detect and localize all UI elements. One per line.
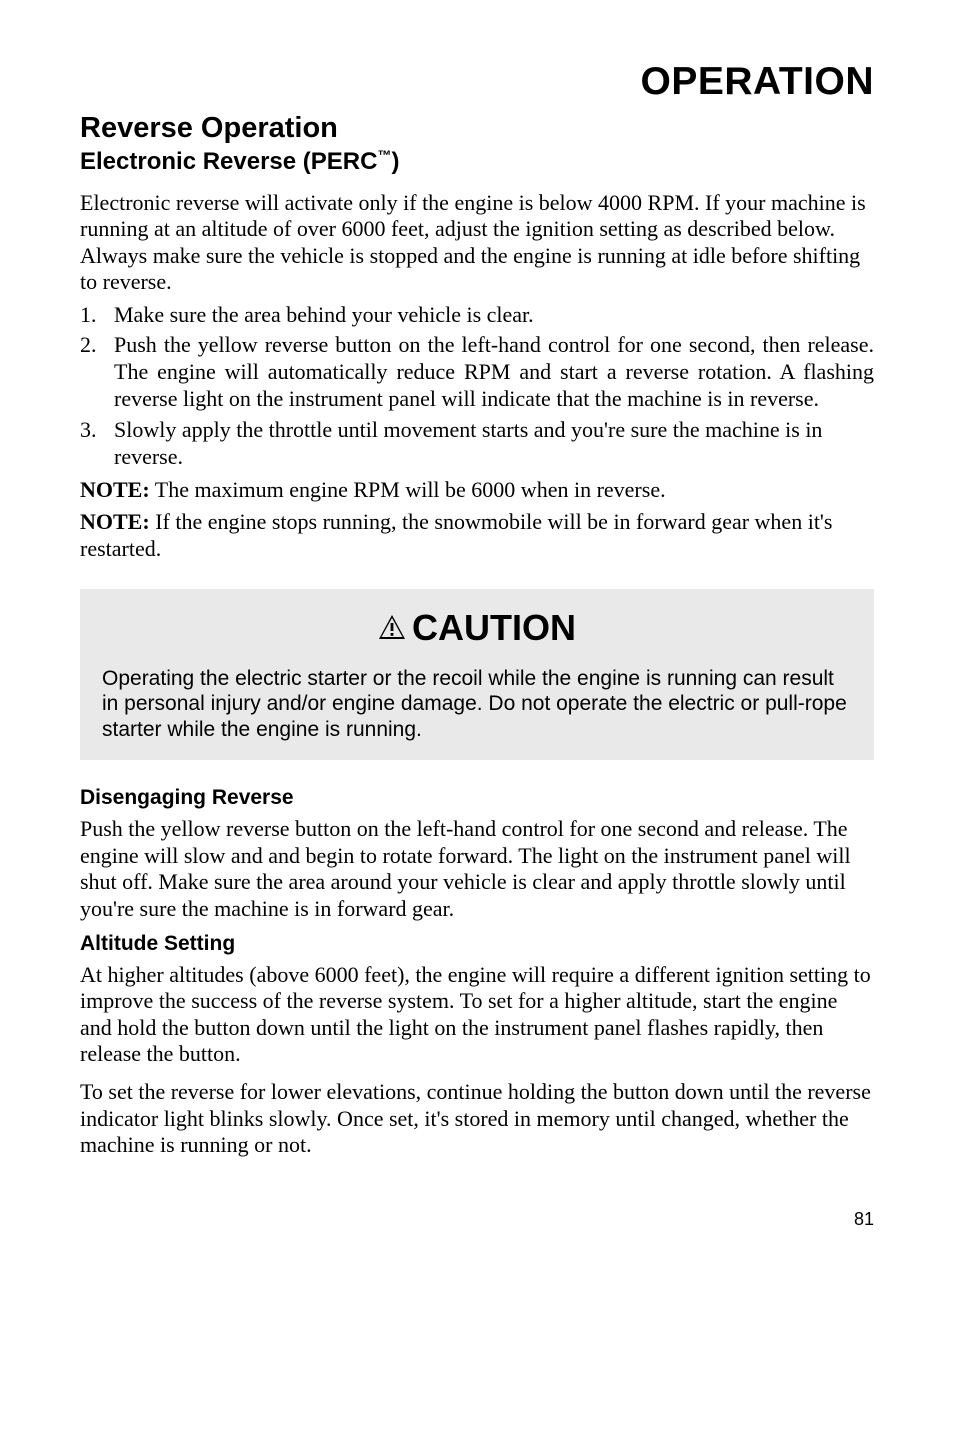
heading-electronic-reverse: Electronic Reverse (PERC™) [80,147,874,176]
note-1-text: The maximum engine RPM will be 6000 when… [150,477,666,502]
note-2-text: If the engine stops running, the snowmob… [80,509,832,561]
list-item-text: Make sure the area behind your vehicle i… [114,302,874,329]
heading-altitude-setting: Altitude Setting [80,932,874,956]
note-1-label: NOTE: [80,477,150,502]
heading-reverse-operation: Reverse Operation [80,112,874,145]
heading-disengaging-reverse: Disengaging Reverse [80,786,874,810]
caution-title-text: CAUTION [412,607,576,648]
list-item-number: 1. [80,302,114,329]
steps-list: 1.Make sure the area behind your vehicle… [80,302,874,471]
caution-body: Operating the electric starter or the re… [102,666,852,743]
note-2-label: NOTE: [80,509,150,534]
heading-2-prefix: Electronic Reverse (PERC [80,148,377,175]
heading-2-suffix: ) [391,148,399,175]
list-item-text: Slowly apply the throttle until movement… [114,417,874,471]
page: OPERATION Reverse Operation Electronic R… [0,0,954,1270]
note-1: NOTE: The maximum engine RPM will be 600… [80,477,874,504]
altitude-paragraph-2: To set the reverse for lower elevations,… [80,1079,874,1158]
list-item-number: 2. [80,332,114,412]
list-item: 3.Slowly apply the throttle until moveme… [80,417,874,471]
intro-paragraph: Electronic reverse will activate only if… [80,190,874,296]
disengage-paragraph: Push the yellow reverse button on the le… [80,816,874,922]
altitude-paragraph-1: At higher altitudes (above 6000 feet), t… [80,962,874,1068]
list-item-text: Push the yellow reverse button on the le… [114,332,874,412]
note-2: NOTE: If the engine stops running, the s… [80,509,874,563]
section-title: OPERATION [80,60,874,104]
page-number: 81 [80,1209,874,1230]
warning-icon [378,607,406,649]
list-item: 2.Push the yellow reverse button on the … [80,332,874,412]
list-item: 1.Make sure the area behind your vehicle… [80,302,874,329]
caution-box: CAUTION Operating the electric starter o… [80,589,874,760]
trademark-symbol: ™ [377,147,391,163]
list-item-number: 3. [80,417,114,471]
caution-title: CAUTION [102,607,852,651]
